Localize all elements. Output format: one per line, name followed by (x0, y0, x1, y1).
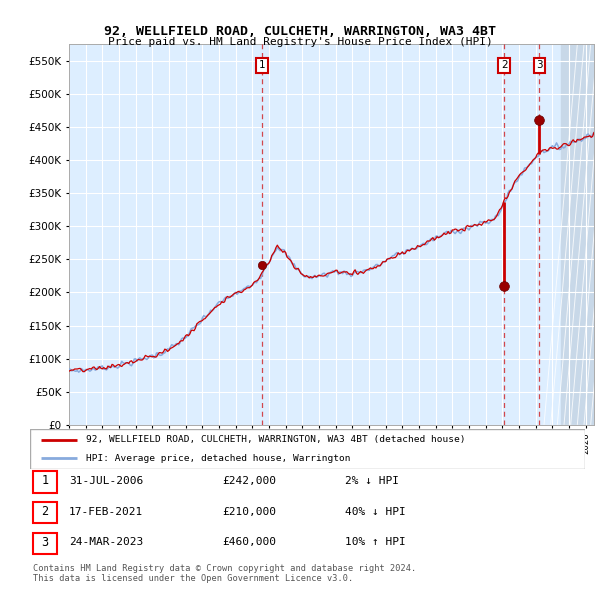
Text: HPI: Average price, detached house, Warrington: HPI: Average price, detached house, Warr… (86, 454, 350, 463)
Text: 17-FEB-2021: 17-FEB-2021 (69, 507, 143, 516)
Text: 2% ↓ HPI: 2% ↓ HPI (345, 476, 399, 486)
Text: Price paid vs. HM Land Registry's House Price Index (HPI): Price paid vs. HM Land Registry's House … (107, 37, 493, 47)
Text: Contains HM Land Registry data © Crown copyright and database right 2024.
This d: Contains HM Land Registry data © Crown c… (33, 563, 416, 583)
Text: 1: 1 (41, 474, 49, 487)
Text: 1: 1 (259, 60, 265, 70)
Text: £210,000: £210,000 (222, 507, 276, 516)
Text: 24-MAR-2023: 24-MAR-2023 (69, 537, 143, 547)
Text: 92, WELLFIELD ROAD, CULCHETH, WARRINGTON, WA3 4BT (detached house): 92, WELLFIELD ROAD, CULCHETH, WARRINGTON… (86, 435, 465, 444)
Bar (560, 44, 600, 425)
Text: £242,000: £242,000 (222, 476, 276, 486)
Text: 2: 2 (501, 60, 508, 70)
Text: 10% ↑ HPI: 10% ↑ HPI (345, 537, 406, 547)
Text: 92, WELLFIELD ROAD, CULCHETH, WARRINGTON, WA3 4BT: 92, WELLFIELD ROAD, CULCHETH, WARRINGTON… (104, 25, 496, 38)
Text: £460,000: £460,000 (222, 537, 276, 547)
Text: 3: 3 (536, 60, 543, 70)
Text: 2: 2 (41, 505, 49, 518)
Text: 40% ↓ HPI: 40% ↓ HPI (345, 507, 406, 516)
Text: 31-JUL-2006: 31-JUL-2006 (69, 476, 143, 486)
Text: 3: 3 (41, 536, 49, 549)
